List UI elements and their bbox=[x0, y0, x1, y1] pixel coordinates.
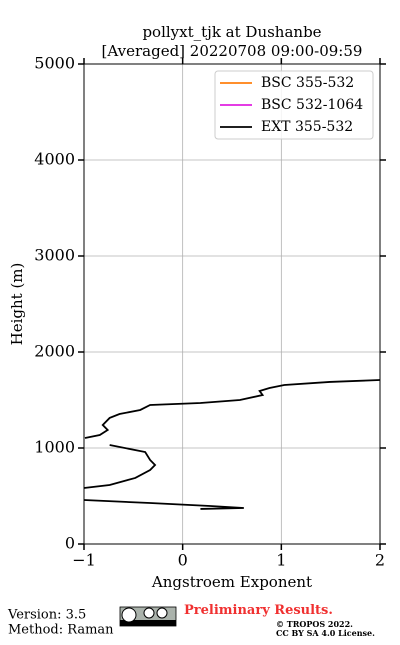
y-tick-label: 2000 bbox=[34, 342, 75, 361]
x-tick-label: 1 bbox=[276, 551, 286, 570]
y-tick-label: 5000 bbox=[34, 54, 75, 73]
legend-label: BSC 532-1064 bbox=[261, 97, 363, 113]
legend-label: BSC 355-532 bbox=[261, 75, 354, 91]
y-tick-label: 1000 bbox=[34, 438, 75, 457]
status: Preliminary Results. bbox=[184, 603, 333, 618]
y-tick-label: 4000 bbox=[34, 150, 75, 169]
version: Version: 3.5 bbox=[7, 608, 86, 623]
y-tick-label: 0 bbox=[65, 534, 75, 553]
x-axis-label: Angstroem Exponent bbox=[151, 573, 312, 591]
chart-title: pollyxt_tjk at Dushanbe bbox=[142, 23, 321, 41]
cc-logo bbox=[119, 606, 177, 627]
license-1: © TROPOS 2022. bbox=[276, 619, 353, 629]
plot-frame bbox=[83, 63, 381, 545]
method: Method: Raman bbox=[8, 623, 114, 638]
legend-box bbox=[214, 70, 374, 140]
y-axis-label: Height (m) bbox=[8, 263, 26, 346]
x-tick-label: 0 bbox=[178, 551, 188, 570]
chart-subtitle: [Averaged] 20220708 09:00-09:59 bbox=[102, 42, 363, 60]
legend-label: EXT 355-532 bbox=[261, 119, 353, 135]
x-tick-label: 2 bbox=[375, 551, 385, 570]
status-text: Preliminary Results. bbox=[184, 603, 333, 618]
y-tick-label: 3000 bbox=[34, 246, 75, 265]
x-tick-label: −1 bbox=[72, 551, 96, 570]
data-line bbox=[83, 379, 381, 510]
license-2: CC BY SA 4.0 License. bbox=[276, 628, 375, 638]
